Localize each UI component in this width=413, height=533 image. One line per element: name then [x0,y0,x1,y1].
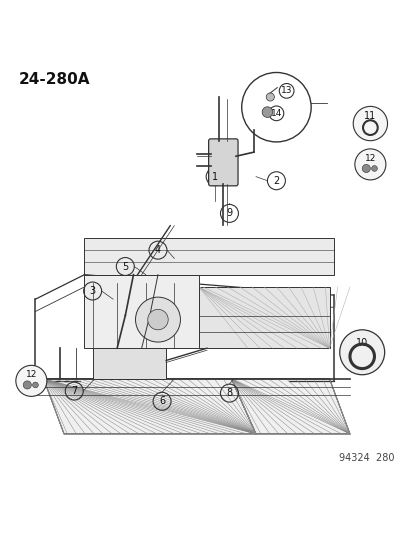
Circle shape [135,297,180,342]
Text: 24-280A: 24-280A [19,72,90,87]
Text: 94324  280: 94324 280 [339,453,394,463]
Text: 8: 8 [226,388,232,398]
Circle shape [33,382,38,388]
Text: 13: 13 [280,86,292,95]
Text: 7: 7 [71,386,77,396]
FancyBboxPatch shape [208,139,237,186]
Text: 6: 6 [159,397,165,406]
Circle shape [352,107,387,141]
Text: 4: 4 [154,245,161,255]
Text: 12: 12 [26,370,37,379]
Circle shape [16,365,47,397]
Polygon shape [43,379,255,434]
Text: 12: 12 [364,154,375,163]
Polygon shape [84,274,198,348]
Text: 2: 2 [273,176,279,185]
Circle shape [339,330,384,375]
Polygon shape [198,287,329,348]
Polygon shape [93,348,166,379]
Circle shape [371,166,376,171]
Circle shape [23,381,31,389]
Circle shape [361,164,370,173]
Text: 14: 14 [270,109,281,118]
Polygon shape [84,238,333,274]
Text: 3: 3 [89,286,95,296]
Text: 5: 5 [122,262,128,271]
Text: 1: 1 [211,172,218,182]
Text: 10: 10 [355,338,368,348]
Polygon shape [231,379,349,434]
Text: 9: 9 [226,208,232,219]
Circle shape [266,93,274,101]
Text: 11: 11 [363,111,375,121]
Circle shape [147,309,168,330]
Circle shape [354,149,385,180]
Circle shape [261,107,272,117]
